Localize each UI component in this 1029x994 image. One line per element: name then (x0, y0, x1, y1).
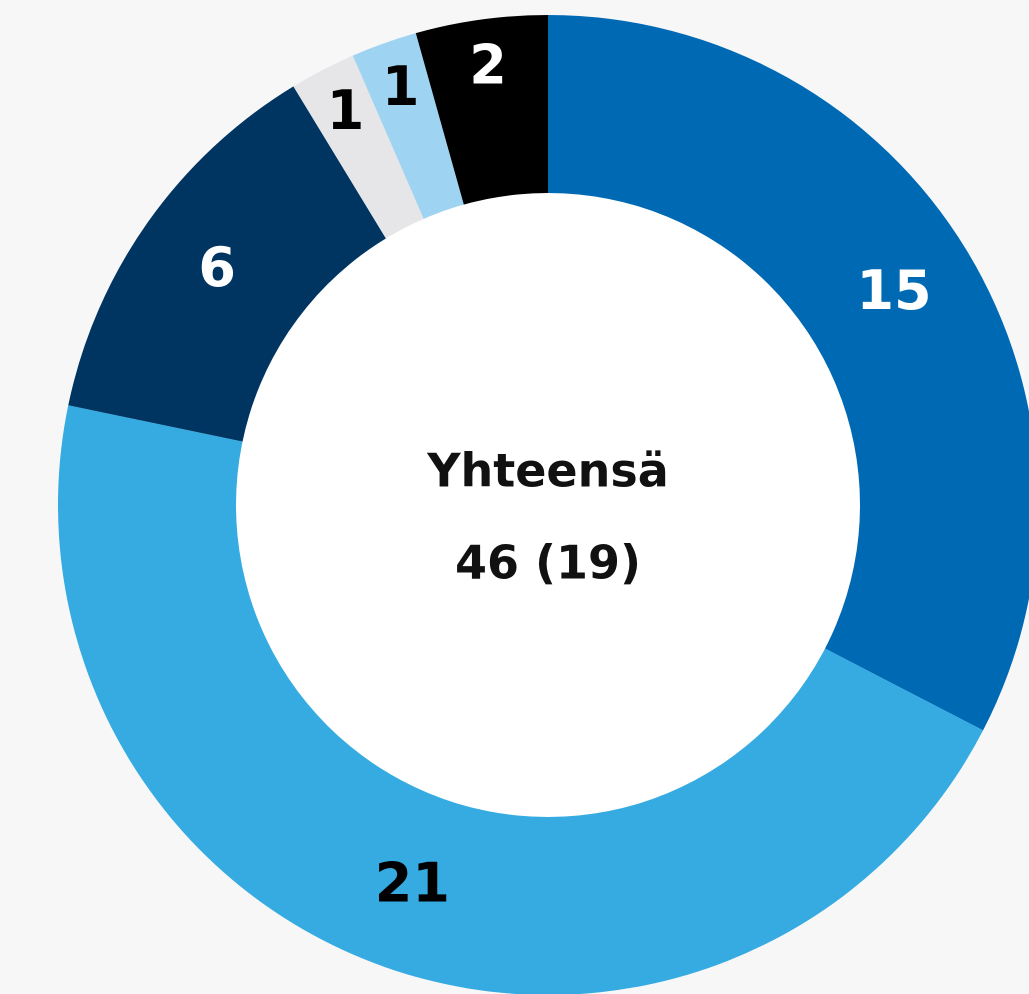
slice-label: 21 (375, 851, 450, 914)
donut-hole (236, 193, 860, 817)
slice-label: 1 (382, 55, 420, 118)
slice (293, 55, 429, 249)
slice (58, 405, 984, 994)
slice (68, 86, 393, 444)
slices (58, 15, 1029, 994)
slice (415, 15, 548, 217)
center-title: Yhteensä (426, 444, 669, 498)
slice (352, 33, 468, 230)
slice (548, 15, 1029, 731)
slice-label: 6 (198, 236, 236, 299)
center-value: 46 (19) (455, 536, 641, 590)
slice-label: 2 (469, 34, 507, 97)
slice-label: 1 (327, 79, 365, 142)
slice-label: 15 (856, 259, 931, 322)
